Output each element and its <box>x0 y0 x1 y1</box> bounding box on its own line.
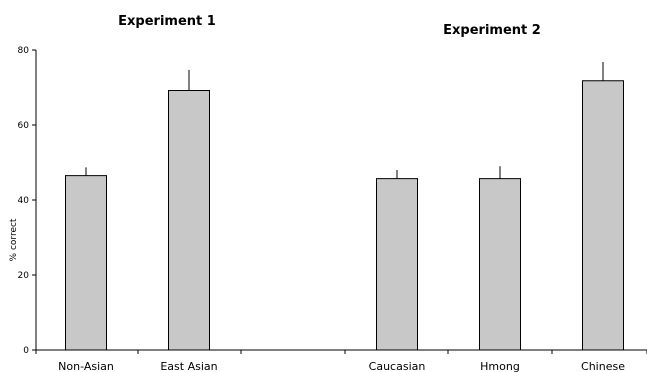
panel-title-experiment-2: Experiment 2 <box>443 23 541 38</box>
x-tick-label: Hmong <box>480 360 520 372</box>
y-tick-label: 0 <box>23 346 29 356</box>
bar <box>376 178 418 351</box>
bars <box>65 62 624 351</box>
y-tick-label: 80 <box>18 46 30 56</box>
x-tick-label: Caucasian <box>369 360 426 372</box>
bar <box>479 178 521 351</box>
bar <box>582 80 624 351</box>
y-axis-label: % correct <box>9 218 19 261</box>
y-tick-label: 60 <box>18 121 30 131</box>
y-ticks: 0 20 40 60 80 <box>18 46 647 356</box>
y-tick-label: 20 <box>18 271 30 281</box>
y-tick-label: 40 <box>18 196 30 206</box>
panel-title-experiment-1: Experiment 1 <box>118 14 216 29</box>
x-tick-label: Chinese <box>581 360 625 372</box>
bar <box>65 175 107 351</box>
bar <box>168 90 210 351</box>
x-tick-label: Non-Asian <box>58 360 114 372</box>
x-tick-labels: Non-Asian East Asian Caucasian Hmong Chinese <box>58 360 625 372</box>
x-tick-label: East Asian <box>160 360 217 372</box>
